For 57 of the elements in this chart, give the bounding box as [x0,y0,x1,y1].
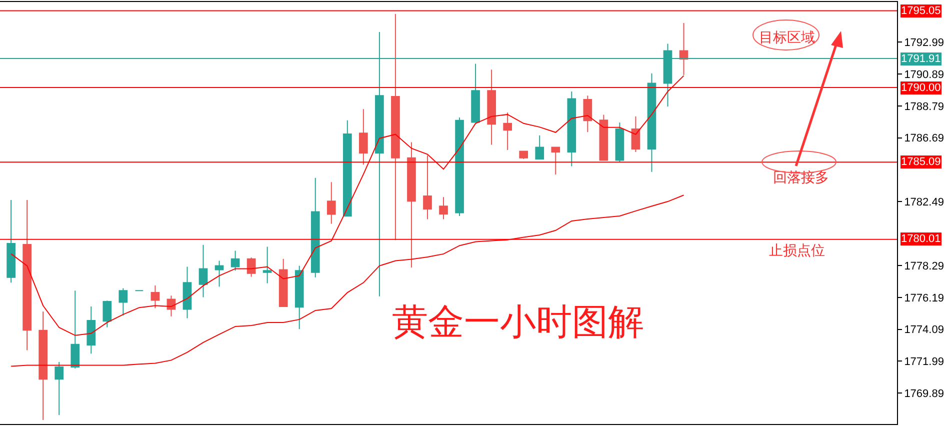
candlestick [503,112,512,151]
candlestick [535,134,544,160]
candlestick [294,265,304,330]
ref-line-label: 1795.05 [901,5,941,17]
candlestick [391,14,400,241]
y-tick-label: 1769.89 [904,388,944,400]
candlestick [38,311,48,421]
candlestick [54,362,64,416]
candlestick [567,91,576,167]
candlestick [583,95,592,133]
y-tick-label: 1776.19 [904,292,944,304]
candlestick [599,114,608,161]
candlestick [647,72,656,172]
candlestick [471,63,480,123]
candlestick [198,244,208,298]
candlestick [407,142,416,268]
candlestick [22,200,32,351]
y-tick-label: 1771.99 [904,356,944,368]
candlestick [262,246,272,284]
ref-line-label: 1791.91 [901,53,941,65]
candlestick [342,120,352,216]
y-tick-label: 1774.09 [904,324,944,336]
y-tick-label: 1778.29 [904,260,944,272]
candlestick [423,154,432,220]
ref-line-label: 1785.09 [901,156,941,168]
y-tick-label: 1792.99 [904,36,944,49]
candlestick [214,260,224,288]
candlestick [166,295,176,317]
candlestick [6,200,16,284]
ref-line-label: 1780.01 [901,233,941,245]
candlestick [615,122,624,163]
y-tick-label: 1790.89 [904,68,944,81]
text: 黄金一小时图解 [392,301,644,342]
candlestick [359,108,368,166]
candlestick [182,266,192,319]
candlestick [102,300,112,328]
candlestick [86,306,96,354]
candlestick [118,288,128,316]
text: 止损点位 [769,242,825,258]
y-tick-label: 1786.69 [904,132,944,145]
candlestick [551,146,560,175]
candlestick [310,177,320,278]
candlestick [326,182,336,224]
candlestick [439,196,448,220]
ref-line-label: 1790.00 [901,82,941,94]
candlestick [679,22,688,76]
y-tick-label: 1788.79 [904,100,944,113]
candlestick [487,69,496,146]
y-tick-label: 1782.49 [904,196,944,209]
candlestick [230,250,240,272]
text: 目标区域 [759,29,815,45]
candlestick [70,290,80,370]
candlestick [278,258,288,308]
candlestick [455,116,464,216]
candlestick [519,150,528,160]
candlestick [150,285,160,309]
candlestick [631,116,640,152]
